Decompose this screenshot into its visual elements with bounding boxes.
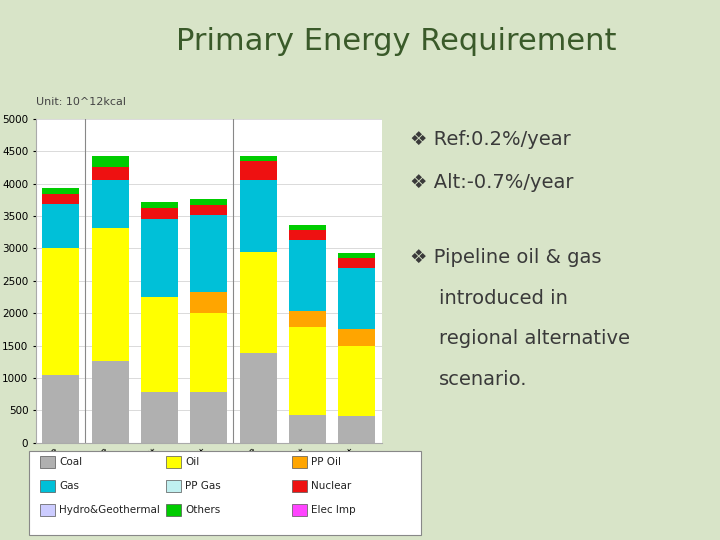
Bar xyxy=(141,392,178,443)
Bar xyxy=(240,156,276,161)
Text: Coal: Coal xyxy=(59,457,82,467)
Text: Gas: Gas xyxy=(59,481,79,491)
Text: regional alternative: regional alternative xyxy=(439,329,630,348)
Bar xyxy=(190,215,228,293)
Bar xyxy=(91,361,129,443)
Text: Elec Imp: Elec Imp xyxy=(311,505,356,515)
Bar xyxy=(141,202,178,208)
Bar xyxy=(42,375,79,443)
Bar xyxy=(190,199,228,205)
Bar xyxy=(289,230,326,240)
Bar xyxy=(289,225,326,230)
Bar xyxy=(338,268,375,329)
Bar xyxy=(240,161,276,180)
Text: Nuclear: Nuclear xyxy=(311,481,351,491)
Bar xyxy=(338,329,375,346)
Bar xyxy=(289,327,326,415)
Bar xyxy=(141,219,178,297)
Text: ❖ Alt:-0.7%/year: ❖ Alt:-0.7%/year xyxy=(410,173,574,192)
Text: PP Oil: PP Oil xyxy=(311,457,341,467)
Text: Others: Others xyxy=(185,505,220,515)
Bar xyxy=(190,293,228,313)
Bar xyxy=(338,258,375,268)
Bar xyxy=(42,194,79,204)
Bar xyxy=(240,353,276,443)
Text: 2002: 2002 xyxy=(45,515,76,528)
Text: Primary Energy Requirement: Primary Energy Requirement xyxy=(176,27,616,56)
Bar xyxy=(91,157,129,167)
Text: 2010: 2010 xyxy=(143,515,175,528)
Text: ❖ Ref:0.2%/year: ❖ Ref:0.2%/year xyxy=(410,130,571,148)
Text: ❖ Pipeline oil & gas: ❖ Pipeline oil & gas xyxy=(410,248,602,267)
Bar xyxy=(240,180,276,252)
Text: Unit: 10^12kcal: Unit: 10^12kcal xyxy=(36,97,126,107)
Bar xyxy=(91,180,129,228)
Bar xyxy=(338,253,375,258)
Bar xyxy=(91,228,129,361)
Bar xyxy=(338,416,375,443)
Text: Hydro&Geothermal: Hydro&Geothermal xyxy=(59,505,160,515)
Text: Oil: Oil xyxy=(185,457,199,467)
Text: 2030: 2030 xyxy=(292,515,323,528)
Bar xyxy=(289,240,326,311)
Bar xyxy=(190,205,228,215)
Bar xyxy=(190,313,228,392)
Bar xyxy=(240,252,276,353)
Bar xyxy=(91,167,129,180)
Bar xyxy=(190,392,228,443)
Bar xyxy=(289,311,326,327)
Text: scenario.: scenario. xyxy=(439,370,528,389)
Bar xyxy=(289,415,326,443)
Bar xyxy=(141,208,178,219)
Text: PP Gas: PP Gas xyxy=(185,481,221,491)
Bar xyxy=(141,297,178,392)
Bar xyxy=(42,204,79,248)
Bar xyxy=(338,346,375,416)
Bar xyxy=(42,188,79,194)
Text: introduced in: introduced in xyxy=(439,289,568,308)
Bar xyxy=(42,248,79,375)
